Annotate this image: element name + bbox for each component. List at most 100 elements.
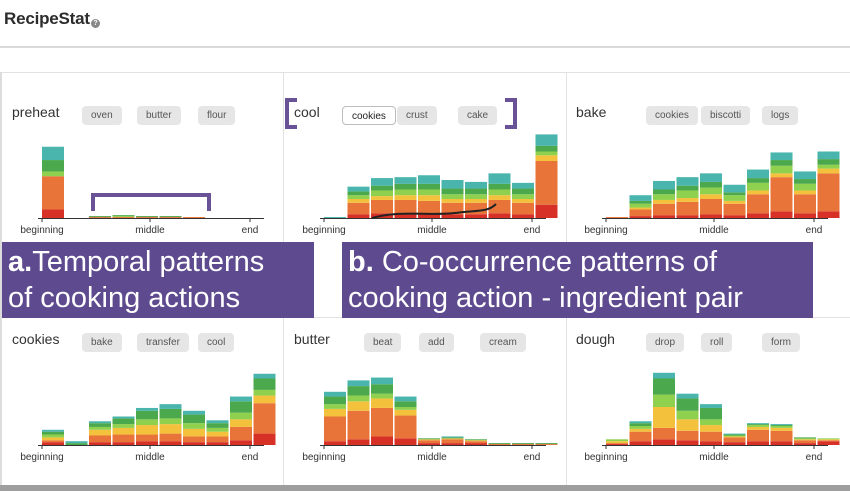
bar-segment[interactable] (253, 378, 276, 390)
bar-segment[interactable] (747, 182, 769, 191)
bar-segment[interactable] (817, 211, 840, 218)
bar-segment[interactable] (206, 427, 229, 432)
bar-segment[interactable] (441, 436, 464, 438)
bar-segment[interactable] (676, 185, 699, 191)
bar-segment[interactable] (794, 171, 816, 180)
bar-segment[interactable] (606, 444, 628, 445)
bar-segment[interactable] (700, 419, 722, 426)
bar-segment[interactable] (629, 441, 652, 445)
bar-segment[interactable] (676, 190, 699, 199)
bar-segment[interactable] (723, 203, 746, 216)
bar-segment[interactable] (42, 440, 64, 443)
bar-segment[interactable] (770, 177, 793, 212)
bar-segment[interactable] (441, 437, 464, 439)
bar-segment[interactable] (512, 202, 534, 215)
bar-segment[interactable] (794, 443, 816, 445)
bar-segment[interactable] (136, 425, 158, 435)
bar-segment[interactable] (747, 213, 769, 218)
bar-segment[interactable] (394, 409, 417, 416)
bar-segment[interactable] (700, 199, 722, 215)
bar-segment[interactable] (42, 209, 64, 218)
bar-segment[interactable] (653, 194, 675, 200)
bar-segment[interactable] (700, 214, 722, 218)
bar-segment[interactable] (700, 194, 722, 199)
bar-segment[interactable] (676, 440, 699, 445)
bar-segment[interactable] (89, 435, 111, 443)
bar-segment[interactable] (535, 443, 558, 445)
bar-segment[interactable] (347, 199, 370, 203)
ingredient-chip[interactable]: biscotti (701, 106, 751, 125)
bar-segment[interactable] (394, 213, 417, 218)
bar-segment[interactable] (723, 433, 746, 435)
bar-segment[interactable] (747, 169, 769, 179)
bar-segment[interactable] (794, 194, 816, 214)
bar-segment[interactable] (606, 439, 628, 442)
bar-segment[interactable] (606, 217, 628, 218)
bar-segment[interactable] (253, 373, 276, 379)
bar-segment[interactable] (394, 177, 417, 184)
ingredient-chip[interactable]: form (762, 333, 800, 352)
bar-segment[interactable] (65, 441, 88, 444)
bar-segment[interactable] (159, 216, 182, 218)
bar-segment[interactable] (206, 442, 229, 445)
bar-segment[interactable] (770, 165, 793, 174)
bar-segment[interactable] (770, 160, 793, 166)
bar-segment[interactable] (42, 160, 64, 172)
bar-segment[interactable] (512, 194, 534, 199)
bar-segment[interactable] (324, 416, 346, 442)
bar-segment[interactable] (700, 431, 722, 442)
bar-segment[interactable] (347, 191, 370, 196)
bar-segment[interactable] (653, 378, 675, 395)
bar-segment[interactable] (770, 441, 793, 445)
bar-segment[interactable] (700, 187, 722, 195)
bar-segment[interactable] (253, 389, 276, 396)
bar-segment[interactable] (700, 173, 722, 182)
bar-segment[interactable] (723, 436, 746, 438)
bar-segment[interactable] (394, 407, 417, 410)
bar-segment[interactable] (629, 195, 652, 201)
ingredient-chip[interactable]: bake (82, 333, 122, 352)
ingredient-chip[interactable]: cake (458, 106, 498, 125)
bar-segment[interactable] (676, 398, 699, 411)
ingredient-chip[interactable]: butter (137, 106, 181, 125)
bar-segment[interactable] (159, 408, 182, 419)
bar-segment[interactable] (676, 215, 699, 218)
bar-segment[interactable] (653, 439, 675, 445)
bar-segment[interactable] (441, 214, 464, 218)
bar-segment[interactable] (723, 437, 746, 443)
bar-segment[interactable] (42, 431, 64, 435)
bar-segment[interactable] (465, 441, 487, 444)
bar-segment[interactable] (512, 188, 534, 195)
bar-segment[interactable] (324, 396, 346, 405)
bar-segment[interactable] (230, 426, 252, 441)
bar-segment[interactable] (394, 396, 417, 402)
bar-segment[interactable] (394, 195, 417, 200)
bar-segment[interactable] (488, 444, 511, 445)
bar-segment[interactable] (42, 171, 64, 177)
bar-segment[interactable] (206, 431, 229, 437)
bar-segment[interactable] (653, 372, 675, 379)
bar-segment[interactable] (65, 443, 88, 445)
bar-segment[interactable] (183, 436, 205, 443)
bar-segment[interactable] (723, 192, 746, 196)
bar-segment[interactable] (488, 443, 511, 445)
bar-segment[interactable] (183, 423, 205, 429)
bar-segment[interactable] (817, 151, 840, 160)
bar-segment[interactable] (347, 386, 370, 396)
bar-segment[interactable] (371, 190, 393, 197)
bar-segment[interactable] (42, 442, 64, 445)
bar-segment[interactable] (230, 419, 252, 427)
bar-segment[interactable] (770, 424, 793, 426)
bar-segment[interactable] (653, 427, 675, 440)
bar-segment[interactable] (817, 159, 840, 165)
bar-segment[interactable] (794, 183, 816, 191)
bar-segment[interactable] (723, 435, 746, 437)
bar-segment[interactable] (441, 188, 464, 195)
bar-segment[interactable] (535, 151, 558, 156)
bar-segment[interactable] (136, 410, 158, 420)
bar-segment[interactable] (253, 403, 276, 434)
bar-segment[interactable] (42, 429, 64, 432)
bar-segment[interactable] (183, 442, 205, 445)
bar-segment[interactable] (653, 199, 675, 204)
bar-segment[interactable] (136, 216, 158, 218)
